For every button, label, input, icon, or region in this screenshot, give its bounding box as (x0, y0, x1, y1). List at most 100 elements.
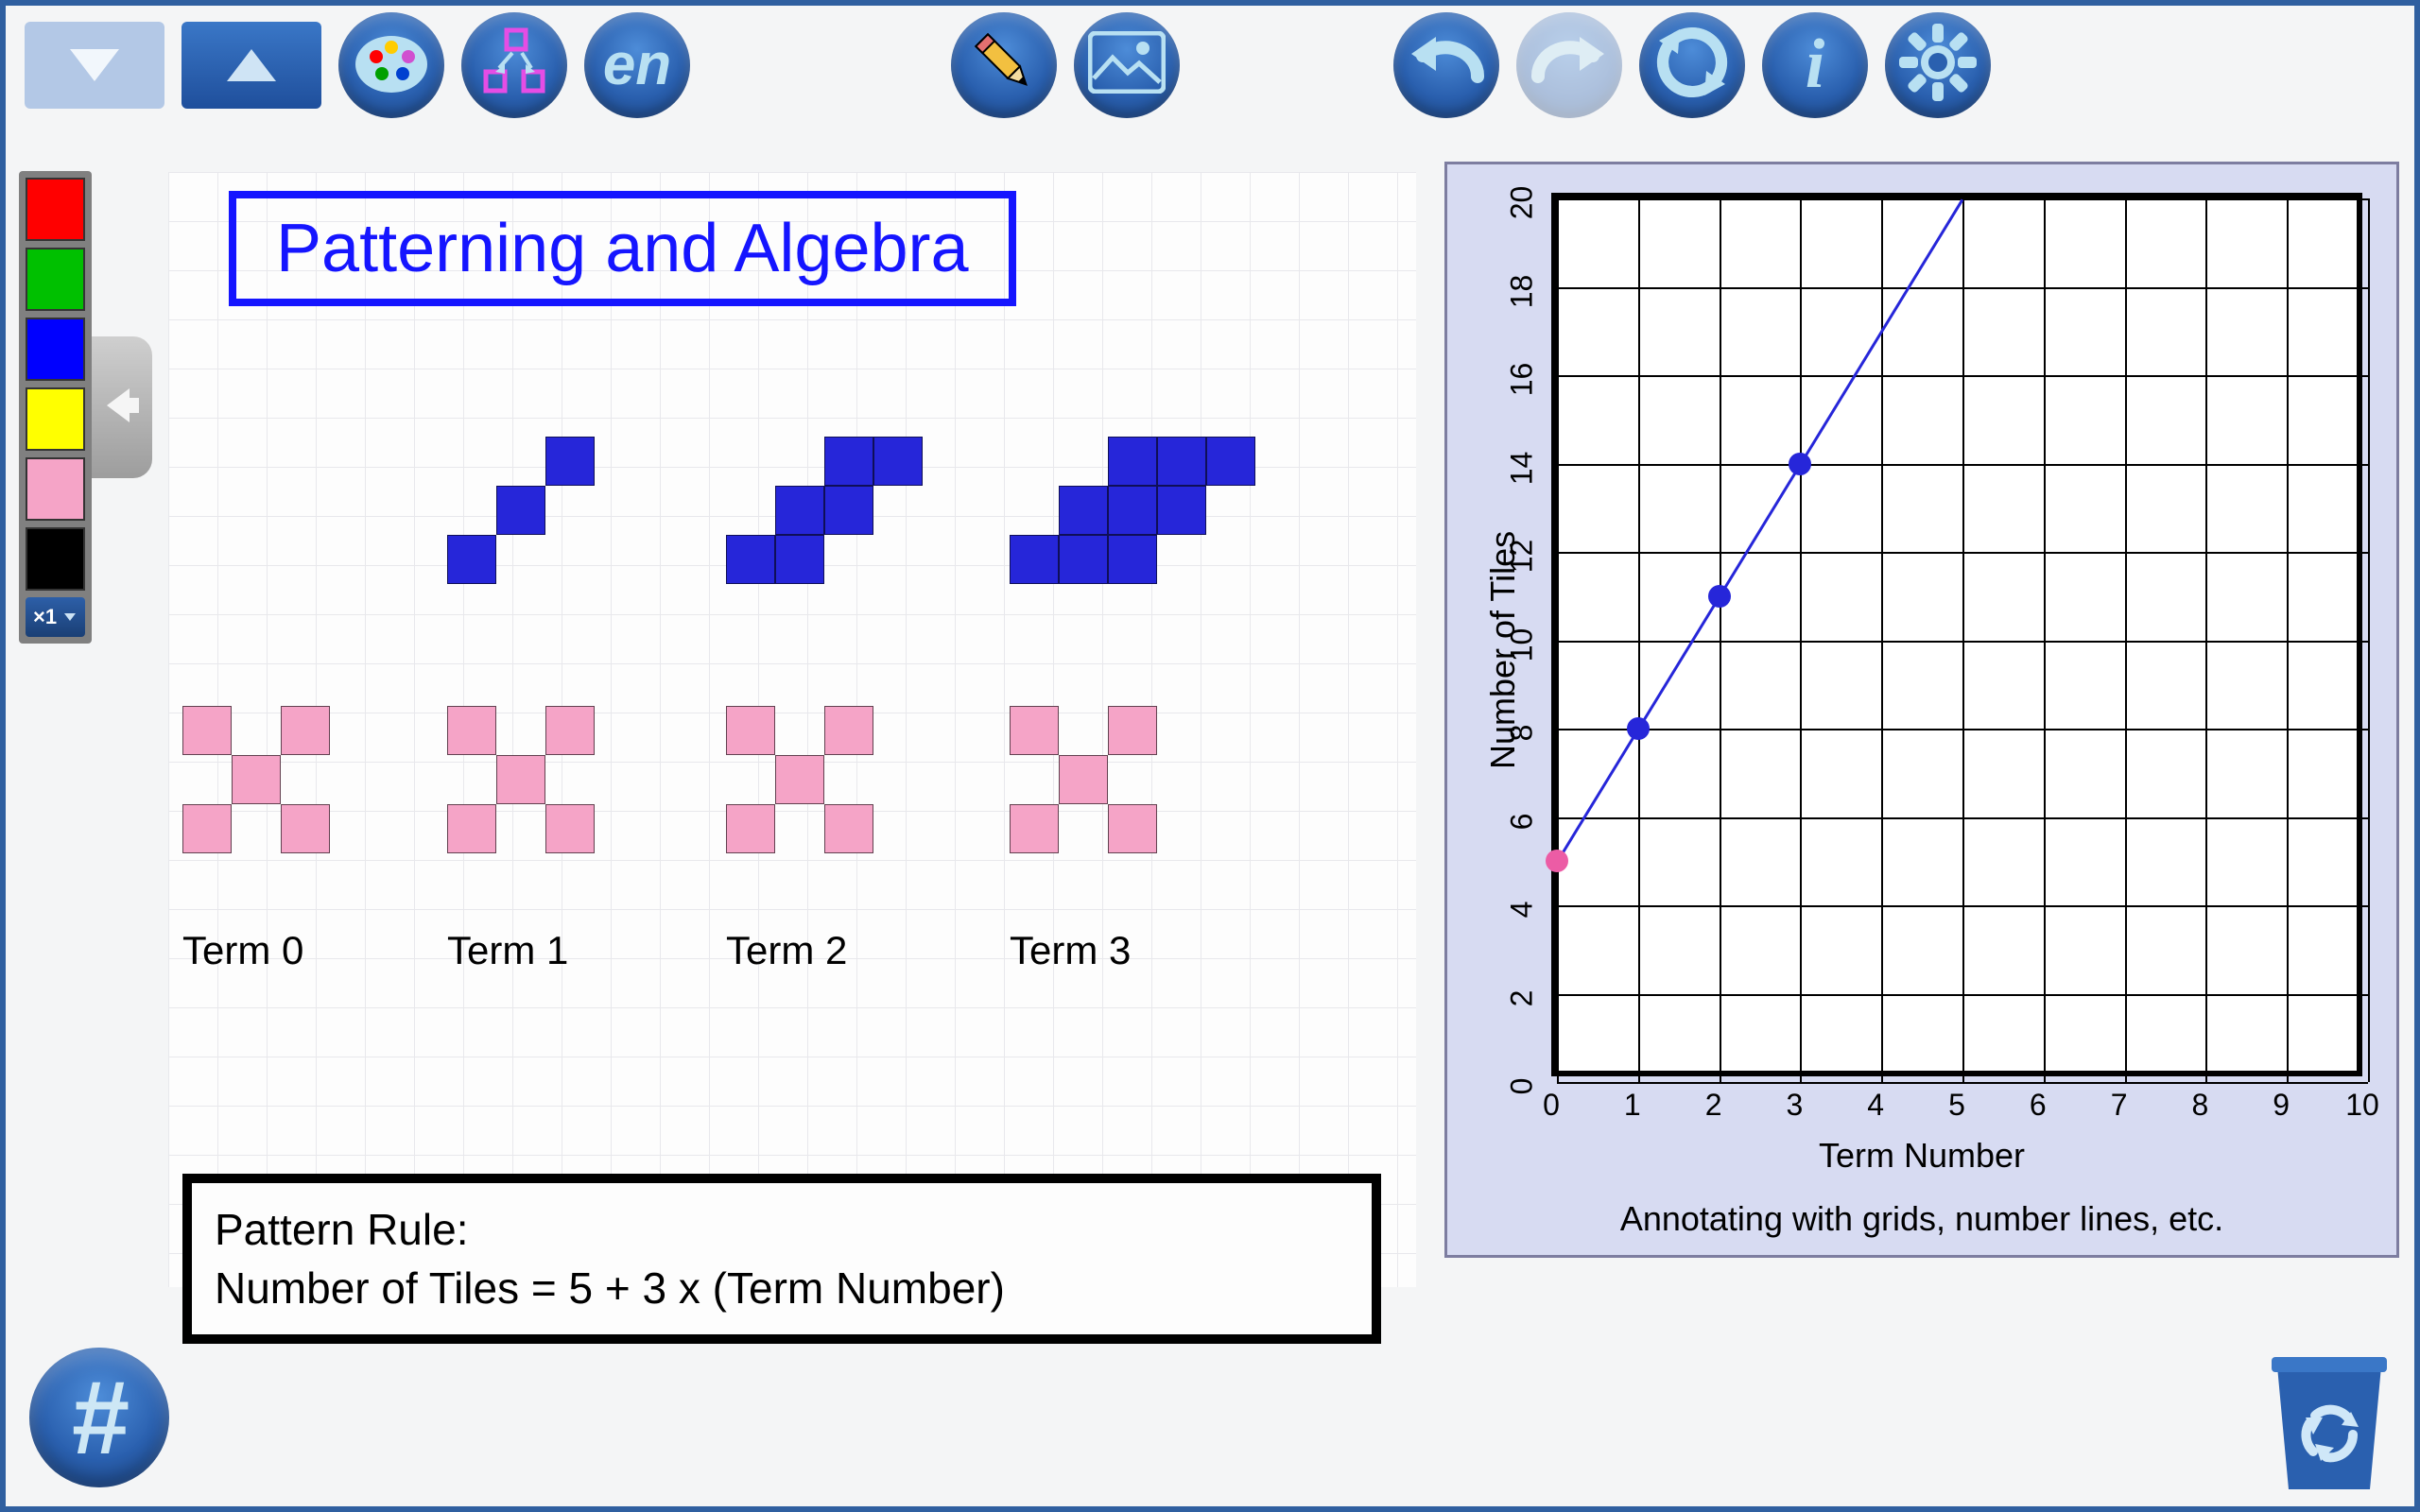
pink-tile[interactable] (1059, 755, 1108, 804)
y-tick: 10 (1505, 621, 1540, 668)
recycle-icon (2268, 1477, 2391, 1493)
color-swatch-4[interactable] (26, 457, 85, 521)
chart-point[interactable] (1627, 717, 1650, 740)
blue-tile[interactable] (1059, 486, 1108, 535)
x-tick: 5 (1938, 1088, 1976, 1123)
blue-tile[interactable] (1108, 535, 1157, 584)
pink-tile[interactable] (447, 804, 496, 853)
pink-tile[interactable] (545, 706, 595, 755)
blue-tile[interactable] (1206, 437, 1255, 486)
pink-tile[interactable] (1108, 706, 1157, 755)
settings-gear-button[interactable] (1885, 12, 1991, 118)
color-swatch-2[interactable] (26, 318, 85, 381)
x-tick: 9 (2262, 1088, 2300, 1123)
chart-point[interactable] (1789, 453, 1811, 475)
blue-tile[interactable] (824, 437, 873, 486)
hash-label: # (70, 1358, 128, 1478)
chart-point[interactable] (1546, 850, 1568, 872)
blue-tile[interactable] (824, 486, 873, 535)
blue-tile[interactable] (775, 535, 824, 584)
pink-tile[interactable] (447, 706, 496, 755)
blue-tile[interactable] (1157, 437, 1206, 486)
page-title: Patterning and Algebra (229, 191, 1016, 306)
color-palette-button[interactable] (338, 12, 444, 118)
y-tick: 20 (1505, 180, 1540, 227)
blue-tile[interactable] (496, 486, 545, 535)
pink-tile[interactable] (182, 706, 232, 755)
duplicate-shapes-button[interactable] (461, 12, 567, 118)
blue-tile[interactable] (1108, 486, 1157, 535)
pencil-draw-button[interactable] (951, 12, 1057, 118)
redo-button[interactable] (1516, 12, 1622, 118)
term-label: Term 3 (1010, 928, 1131, 973)
chart-x-label: Term Number (1447, 1136, 2396, 1176)
blue-tile[interactable] (1108, 437, 1157, 486)
language-button[interactable]: en (584, 12, 690, 118)
pattern-workspace[interactable]: Patterning and Algebra Pattern Rule: Num… (168, 172, 1416, 1287)
y-tick: 6 (1505, 798, 1540, 845)
x-tick: 7 (2100, 1088, 2138, 1123)
y-tick: 14 (1505, 444, 1540, 491)
chart-plot-area[interactable] (1551, 193, 2362, 1076)
pink-tile[interactable] (726, 804, 775, 853)
pink-tile[interactable] (281, 804, 330, 853)
term-label: Term 2 (726, 928, 847, 973)
pink-tile[interactable] (1010, 706, 1059, 755)
number-tools-button[interactable]: # (29, 1348, 169, 1487)
image-insert-button[interactable] (1074, 12, 1180, 118)
color-swatch-3[interactable] (26, 387, 85, 451)
color-swatch-0[interactable] (26, 178, 85, 241)
y-tick: 4 (1505, 886, 1540, 934)
term-label: Term 0 (182, 928, 303, 973)
pink-tile[interactable] (281, 706, 330, 755)
refresh-icon (1651, 22, 1733, 108)
arrow-left-icon (101, 385, 143, 431)
gear-icon (1897, 22, 1979, 108)
pink-tile[interactable] (1010, 804, 1059, 853)
pink-tile[interactable] (824, 706, 873, 755)
blue-tile[interactable] (726, 535, 775, 584)
pink-tile[interactable] (726, 706, 775, 755)
rule-equation: Number of Tiles = 5 + 3 x (Term Number) (215, 1259, 1349, 1317)
x-tick: 2 (1695, 1088, 1733, 1123)
blue-tile[interactable] (873, 437, 923, 486)
tile-multiplier-selector[interactable]: ×1 (26, 597, 85, 637)
collapse-up-button[interactable] (182, 22, 321, 109)
blue-tile[interactable] (447, 535, 496, 584)
pink-tile[interactable] (824, 804, 873, 853)
y-tick: 2 (1505, 974, 1540, 1022)
redo-icon (1527, 29, 1612, 100)
chart-caption: Annotating with grids, number lines, etc… (1447, 1199, 2396, 1239)
color-swatch-5[interactable] (26, 527, 85, 591)
x-tick: 8 (2181, 1088, 2219, 1123)
pink-tile[interactable] (775, 755, 824, 804)
pencil-icon (967, 26, 1041, 104)
x-tick: 10 (2343, 1088, 2381, 1123)
pink-tile[interactable] (182, 804, 232, 853)
recycle-bin[interactable] (2268, 1349, 2391, 1489)
top-toolbar: en (6, 6, 2414, 124)
term-label: Term 1 (447, 928, 568, 973)
undo-button[interactable] (1393, 12, 1499, 118)
palette-icon (354, 28, 429, 101)
refresh-button[interactable] (1639, 12, 1745, 118)
color-swatch-1[interactable] (26, 248, 85, 311)
pink-tile[interactable] (1108, 804, 1157, 853)
blue-tile[interactable] (775, 486, 824, 535)
blue-tile[interactable] (545, 437, 595, 486)
collapse-down-button[interactable] (25, 22, 164, 109)
y-tick: 18 (1505, 267, 1540, 315)
pink-tile[interactable] (232, 755, 281, 804)
undo-icon (1404, 29, 1489, 100)
blue-tile[interactable] (1157, 486, 1206, 535)
rail-collapse-handle[interactable] (92, 336, 152, 478)
pink-tile[interactable] (496, 755, 545, 804)
info-label: i (1806, 25, 1825, 105)
blue-tile[interactable] (1010, 535, 1059, 584)
pink-tile[interactable] (545, 804, 595, 853)
chart-point[interactable] (1708, 585, 1731, 608)
info-button[interactable]: i (1762, 12, 1868, 118)
color-swatch-rail: ×1 (19, 171, 92, 644)
y-tick: 8 (1505, 710, 1540, 757)
blue-tile[interactable] (1059, 535, 1108, 584)
